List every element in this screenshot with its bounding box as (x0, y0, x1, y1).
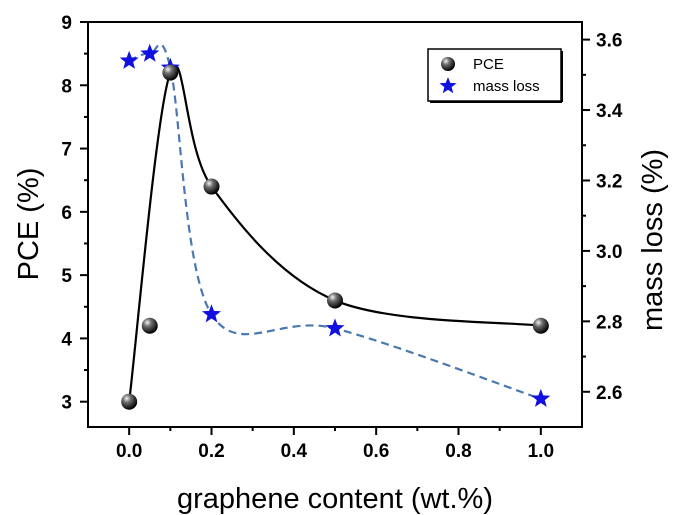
pce-point (141, 317, 158, 334)
mass-loss-curve (128, 43, 542, 400)
mass-loss-point (119, 50, 139, 69)
y-axis-title: PCE (%) (13, 168, 45, 281)
pce-point (327, 292, 343, 309)
y2-axis-ticks: 2.6 2.8 3.0 3.2 3.4 3.6 (582, 31, 623, 404)
y-tick-label: 6 (61, 203, 72, 224)
y-axis-ticks: 3 4 5 6 7 8 9 (61, 13, 88, 414)
y-tick-label: 7 (61, 140, 72, 161)
y2-tick-label: 3.0 (596, 242, 622, 263)
legend-mass-loss-marker (439, 77, 457, 94)
y2-tick-label: 3.2 (596, 171, 622, 192)
pce-line (128, 64, 541, 402)
pce-point (532, 317, 549, 334)
x-axis-title: graphene content (wt.%) (177, 483, 493, 515)
pce-point (162, 64, 179, 81)
mass-loss-point (201, 304, 222, 323)
y-tick-label: 5 (61, 266, 72, 287)
mass-loss-point (325, 318, 345, 337)
x-axis-ticks: 0.0 0.2 0.4 0.6 0.8 1.0 (116, 427, 554, 462)
pce-point (203, 178, 220, 195)
x-tick-label: 0.6 (363, 441, 389, 462)
y-tick-label: 9 (61, 13, 72, 34)
mass-loss-point (531, 388, 551, 407)
y2-axis-title: mass loss (%) (637, 149, 669, 331)
x-tick-label: 0.2 (198, 441, 224, 462)
legend-pce-marker (441, 57, 455, 71)
x-tick-label: 0.8 (445, 441, 471, 462)
pce-points (121, 64, 549, 410)
legend-mass-loss-label: mass loss (473, 78, 540, 95)
y-tick-label: 3 (61, 393, 72, 414)
y2-tick-label: 3.4 (596, 101, 623, 122)
legend: PCE mass loss (427, 48, 563, 103)
y-tick-label: 8 (61, 76, 72, 97)
mass-loss-line (128, 43, 542, 400)
y-tick-label: 4 (61, 329, 72, 350)
x-tick-label: 0.4 (281, 441, 308, 462)
x-tick-label: 1.0 (528, 441, 554, 462)
pce-curve (128, 64, 541, 402)
y2-tick-label: 2.6 (596, 383, 622, 404)
y2-tick-label: 2.8 (596, 312, 622, 333)
y2-tick-label: 3.6 (596, 31, 622, 52)
legend-pce-label: PCE (473, 56, 504, 73)
pce-point (121, 393, 138, 410)
x-tick-label: 0.0 (116, 441, 142, 462)
mass-loss-point (140, 43, 160, 62)
